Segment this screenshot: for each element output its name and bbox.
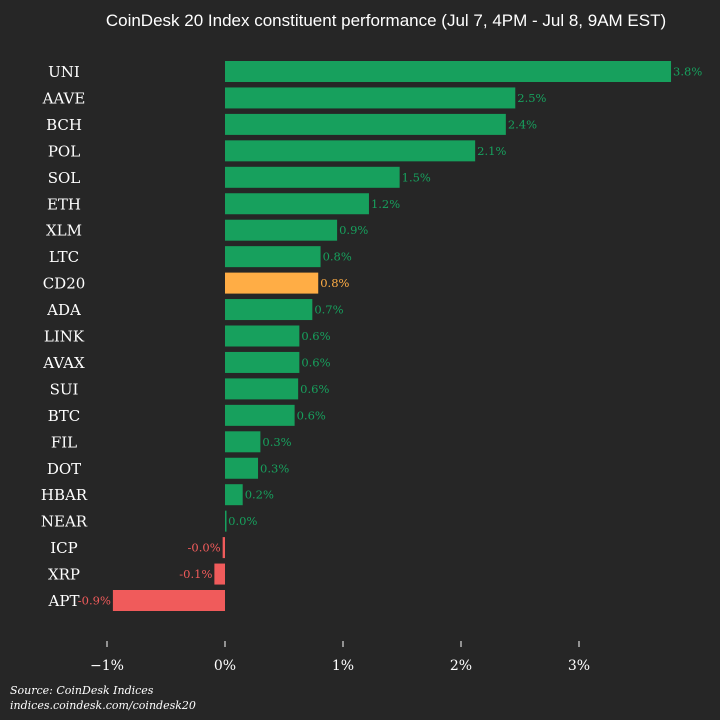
bar-icp [222, 537, 225, 559]
bar-near [225, 510, 227, 532]
category-label-apt: APT [48, 592, 80, 610]
x-axis: −1% 0% 1% 2% 3% [90, 641, 590, 674]
value-label-apt: -0.9% [78, 594, 111, 608]
bar-sol [225, 166, 400, 188]
bar-btc [225, 404, 295, 426]
category-label-uni: UNI [48, 63, 80, 81]
category-label-link: LINK [44, 328, 85, 346]
category-label-xlm: XLM [46, 222, 82, 240]
category-label-icp: ICP [50, 539, 78, 557]
category-label-ada: ADA [46, 301, 81, 319]
value-label-cd20: 0.8% [320, 276, 349, 290]
category-label-eth: ETH [47, 195, 81, 213]
category-label-btc: BTC [48, 407, 81, 425]
value-label-link: 0.6% [301, 329, 330, 343]
category-label-aave: AAVE [42, 89, 86, 107]
value-label-sui: 0.6% [300, 382, 329, 396]
value-label-avax: 0.6% [301, 355, 330, 369]
bar-sui [225, 378, 299, 400]
category-label-avax: AVAX [42, 354, 85, 372]
value-label-xlm: 0.9% [339, 223, 368, 237]
category-label-dot: DOT [47, 460, 81, 478]
bar-hbar [225, 484, 243, 506]
bar-uni [225, 61, 672, 82]
category-label-sol: SOL [48, 169, 81, 187]
value-label-dot: 0.3% [260, 461, 289, 475]
bar-cd20 [225, 272, 319, 294]
category-label-near: NEAR [41, 513, 88, 531]
value-label-icp: -0.0% [188, 541, 221, 555]
bar-ltc [225, 246, 321, 268]
value-label-fil: 0.3% [262, 435, 291, 449]
value-label-xrp: -0.1% [179, 567, 212, 581]
bar-eth [225, 193, 369, 215]
x-tick-label: 0% [214, 658, 236, 674]
source-line: Source: CoinDesk Indices [10, 684, 154, 697]
bar-link [225, 325, 300, 347]
bar-dot [225, 457, 259, 479]
value-label-btc: 0.6% [297, 408, 326, 422]
value-label-bch: 2.4% [508, 117, 537, 131]
value-label-ada: 0.7% [314, 303, 343, 317]
category-label-sui: SUI [50, 380, 79, 398]
category-label-pol: POL [48, 142, 80, 160]
bar-apt [112, 590, 225, 611]
value-label-ltc: 0.8% [323, 250, 352, 264]
value-label-hbar: 0.2% [245, 488, 274, 502]
source-url: indices.coindesk.com/coindesk20 [10, 699, 196, 712]
category-label-cd20: CD20 [43, 275, 86, 293]
bar-xlm [225, 219, 338, 241]
bar-pol [225, 140, 476, 162]
bar-avax [225, 351, 300, 373]
category-label-hbar: HBAR [41, 486, 88, 504]
bar-ada [225, 299, 313, 321]
x-tick-label: 3% [568, 658, 590, 674]
x-tick-label: −1% [90, 658, 124, 674]
x-tick-label: 2% [450, 658, 472, 674]
value-label-pol: 2.1% [477, 144, 506, 158]
category-label-fil: FIL [51, 433, 77, 451]
bars-group: UNI 3.8% AAVE 2.5% BCH 2.4% POL 2.1% SOL 1.5% ETH 1… [41, 61, 702, 611]
value-label-eth: 1.2% [371, 197, 400, 211]
category-label-ltc: LTC [49, 248, 79, 266]
bar-xrp [214, 563, 225, 585]
value-label-near: 0.0% [228, 514, 257, 528]
bar-fil [225, 431, 261, 453]
x-tick-label: 1% [332, 658, 354, 674]
chart-title: CoinDesk 20 Index constituent performanc… [106, 11, 666, 30]
bar-aave [225, 87, 516, 109]
category-label-xrp: XRP [48, 566, 80, 584]
bar-bch [225, 113, 506, 135]
category-label-bch: BCH [46, 116, 82, 134]
value-label-sol: 1.5% [402, 170, 431, 184]
value-label-aave: 2.5% [517, 91, 546, 105]
value-label-uni: 3.8% [673, 65, 702, 79]
